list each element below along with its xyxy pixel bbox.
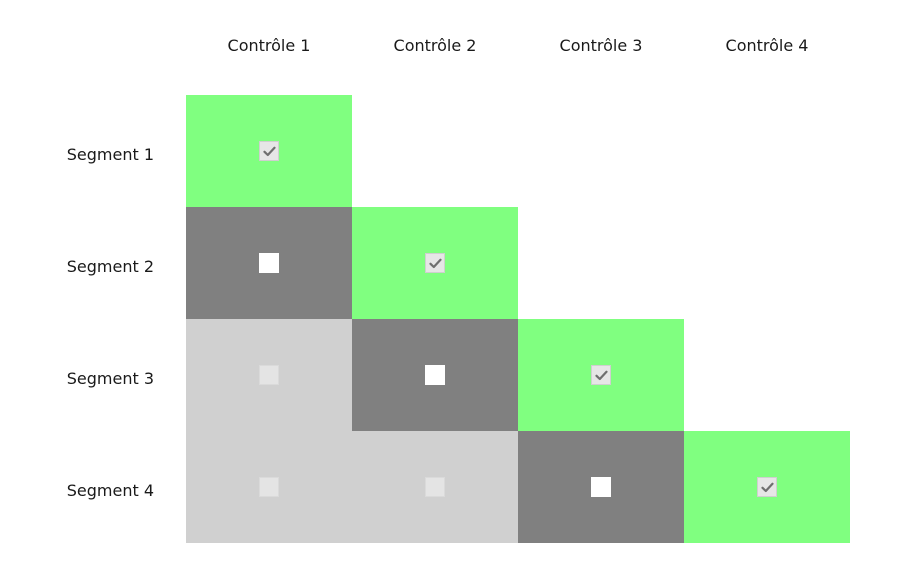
column-header-controle-4: Contrôle 4 bbox=[725, 36, 809, 55]
column-header-controle-2: Contrôle 2 bbox=[393, 36, 477, 55]
checkbox-checked[interactable] bbox=[591, 365, 611, 385]
column-header-controle-1: Contrôle 1 bbox=[227, 36, 311, 55]
checkbox-disabled bbox=[259, 365, 279, 385]
matrix-cell-segment-4-controle-4[interactable] bbox=[684, 431, 850, 543]
checkbox-checked[interactable] bbox=[259, 141, 279, 161]
checkmark-icon bbox=[262, 146, 276, 157]
matrix-cell-segment-3-controle-2[interactable] bbox=[352, 319, 518, 431]
matrix-cell-segment-3-controle-1 bbox=[186, 319, 352, 431]
matrix-cell-segment-1-controle-1[interactable] bbox=[186, 95, 352, 207]
matrix-cell-segment-4-controle-1 bbox=[186, 431, 352, 543]
checkmark-icon bbox=[760, 482, 774, 493]
row-header-segment-4: Segment 4 bbox=[66, 481, 154, 500]
checkbox-unchecked[interactable] bbox=[591, 477, 611, 497]
row-header-segment-2: Segment 2 bbox=[66, 257, 154, 276]
checkmark-icon bbox=[594, 370, 608, 381]
matrix-cell-segment-2-controle-1[interactable] bbox=[186, 207, 352, 319]
matrix-cell-segment-4-controle-2 bbox=[352, 431, 518, 543]
matrix-cell-segment-3-controle-3[interactable] bbox=[518, 319, 684, 431]
matrix-cell-segment-2-controle-2[interactable] bbox=[352, 207, 518, 319]
column-header-controle-3: Contrôle 3 bbox=[559, 36, 643, 55]
checkbox-checked[interactable] bbox=[757, 477, 777, 497]
checkbox-disabled bbox=[259, 477, 279, 497]
row-header-segment-3: Segment 3 bbox=[66, 369, 154, 388]
row-header-segment-1: Segment 1 bbox=[66, 145, 154, 164]
checkbox-unchecked[interactable] bbox=[259, 253, 279, 273]
matrix-cell-segment-4-controle-3[interactable] bbox=[518, 431, 684, 543]
checkbox-disabled bbox=[425, 477, 445, 497]
checkmark-icon bbox=[428, 258, 442, 269]
checkbox-checked[interactable] bbox=[425, 253, 445, 273]
checkbox-unchecked[interactable] bbox=[425, 365, 445, 385]
